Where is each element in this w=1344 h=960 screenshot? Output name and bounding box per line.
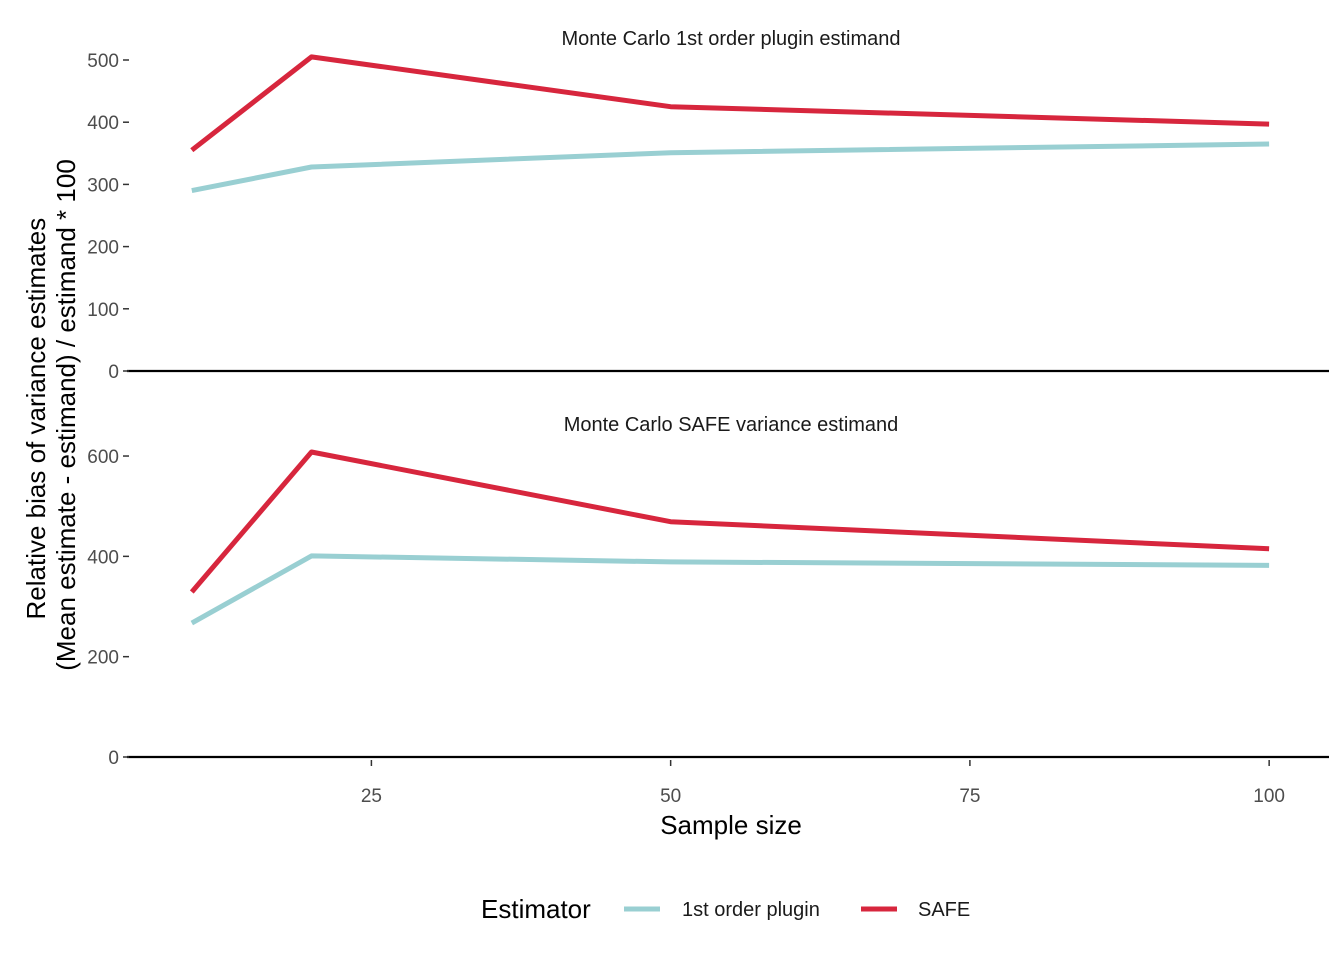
panel-2-y-axis: 0 200 400 600: [87, 447, 1329, 769]
legend-title: Estimator: [481, 894, 591, 924]
panel-2-y-tick-label: 600: [87, 447, 119, 468]
legend-label-safe: SAFE: [918, 899, 970, 921]
panel-2-line-1st-order-plugin: [190, 553, 1270, 626]
y-axis-title-line-1: Relative bias of variance estimates: [21, 218, 51, 620]
panel-1-y-axis: 0 100 200 300 400 500: [87, 51, 1329, 383]
panel-1-title: Monte Carlo 1st order plugin estimand: [561, 28, 900, 50]
panel-2-y-tick-label: 400: [87, 547, 119, 568]
panel-1-y-tick-label: 100: [87, 300, 119, 321]
x-tick-label: 75: [959, 786, 980, 807]
x-tick-label: 25: [361, 786, 382, 807]
panel-1-y-tick-label: 400: [87, 113, 119, 134]
panel-2-y-tick-label: 0: [108, 748, 119, 769]
panel-1-y-tick-label: 200: [87, 238, 119, 259]
panel-2-title: Monte Carlo SAFE variance estimand: [564, 414, 899, 436]
panel-1-y-tick-label: 0: [108, 362, 119, 383]
x-tick-label: 100: [1253, 786, 1285, 807]
y-axis-title: Relative bias of variance estimates (Mea…: [21, 159, 81, 671]
x-tick-label: 50: [660, 786, 681, 807]
panel-2-y-tick-label: 200: [87, 648, 119, 669]
y-axis-title-line-2: (Mean estimate - estimand) / estimand * …: [51, 159, 81, 671]
x-axis: 25 50 75 100: [361, 760, 1285, 807]
panel-1-line-safe: [190, 54, 1270, 153]
legend: Estimator 1st order plugin SAFE: [481, 894, 970, 924]
legend-label-1st-order-plugin: 1st order plugin: [682, 899, 820, 921]
panel-2-lines: [189, 449, 1270, 626]
panel-1-y-tick-label: 500: [87, 51, 119, 72]
panel-1-lines: [190, 54, 1270, 194]
x-axis-title: Sample size: [660, 810, 802, 840]
panel-1-y-tick-label: 300: [87, 175, 119, 196]
panel-2-line-safe: [189, 449, 1270, 594]
panel-1-line-1st-order-plugin: [191, 141, 1270, 194]
